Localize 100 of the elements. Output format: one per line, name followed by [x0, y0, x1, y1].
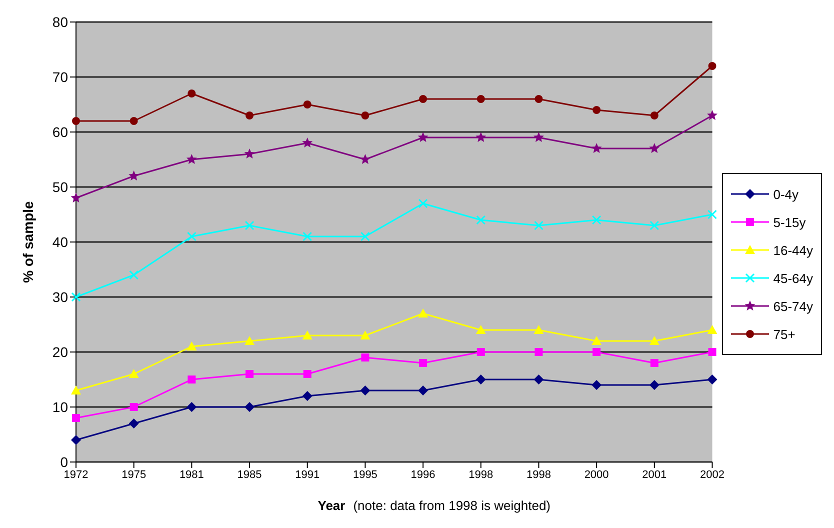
point — [476, 95, 485, 103]
point — [649, 380, 660, 390]
point — [708, 348, 716, 356]
point — [360, 154, 370, 164]
y-axis-title: % of sample — [20, 200, 36, 283]
point — [128, 418, 139, 428]
y-tick-label: 60 — [52, 124, 68, 140]
legend-label: 16-44y — [773, 242, 813, 258]
point — [186, 402, 197, 412]
y-tick-label: 20 — [52, 344, 68, 360]
x-tick-label: 1998 — [468, 468, 494, 481]
y-tick-label: 80 — [52, 14, 68, 30]
point — [130, 403, 138, 411]
point — [592, 215, 602, 225]
point — [707, 325, 718, 334]
point — [186, 154, 197, 164]
point — [476, 215, 486, 225]
point — [650, 359, 658, 367]
x-tick-label: 2002 — [700, 468, 724, 481]
point — [128, 170, 140, 180]
point — [246, 370, 254, 378]
legend-label: 65-74y — [773, 298, 813, 314]
point — [534, 220, 544, 230]
point — [360, 330, 370, 340]
point — [650, 112, 658, 120]
point — [418, 132, 428, 142]
point — [707, 110, 718, 120]
point — [244, 148, 255, 158]
x-tick-label: 1998 — [526, 468, 551, 481]
point — [128, 369, 139, 378]
x-tick-label: 1975 — [122, 468, 146, 481]
point — [72, 414, 80, 422]
point — [592, 106, 601, 114]
point — [303, 370, 312, 378]
point — [302, 391, 312, 401]
point — [418, 386, 428, 396]
legend-label: 45-64y — [773, 270, 813, 286]
point — [476, 374, 486, 384]
y-tick-label: 40 — [52, 234, 68, 250]
x-tick-label: 2000 — [584, 468, 609, 481]
point — [244, 220, 254, 230]
x-tick-label: 2001 — [642, 468, 667, 481]
point — [592, 348, 601, 356]
point — [186, 342, 197, 350]
point — [649, 336, 660, 345]
x-tick-label: 1972 — [64, 468, 88, 481]
point — [188, 90, 196, 98]
point — [707, 374, 718, 384]
point — [361, 354, 370, 362]
point — [71, 435, 81, 445]
point — [418, 308, 428, 318]
point — [418, 198, 428, 208]
point — [534, 348, 543, 356]
x-tick-label: 1981 — [179, 468, 204, 481]
point — [246, 112, 254, 120]
point — [360, 386, 370, 396]
x-tick-label: 1985 — [237, 468, 262, 481]
point — [533, 132, 544, 142]
point — [650, 220, 660, 230]
point — [72, 117, 80, 125]
point — [71, 386, 81, 394]
point — [534, 95, 543, 103]
point — [649, 143, 660, 153]
point — [130, 117, 138, 125]
point — [302, 232, 312, 242]
x-tick-label: 1991 — [295, 468, 320, 481]
point — [360, 232, 370, 242]
text: (note: data from 1998 is weighted) — [353, 498, 551, 513]
y-tick-label: 30 — [52, 288, 68, 305]
x-tick-label: 1995 — [352, 468, 378, 481]
point — [244, 402, 255, 412]
point — [592, 380, 602, 390]
point — [476, 348, 485, 356]
legend-label: 75+ — [773, 326, 796, 342]
point — [188, 376, 196, 384]
point — [244, 336, 255, 345]
point — [592, 336, 602, 345]
point — [708, 62, 716, 70]
legend-label: 0-4y — [773, 186, 799, 202]
point — [419, 359, 428, 367]
point — [534, 374, 544, 384]
y-tick-label: 0 — [60, 454, 68, 470]
y-tick-label: 10 — [52, 398, 68, 415]
point — [302, 138, 313, 148]
x-tick-label: 1996 — [410, 468, 436, 481]
point — [303, 100, 312, 108]
point — [70, 192, 82, 202]
x-axis-title: Year — [318, 498, 346, 513]
point — [186, 232, 196, 242]
point — [302, 330, 312, 340]
y-tick-label: 50 — [52, 178, 68, 195]
point — [419, 95, 428, 103]
point — [361, 112, 370, 120]
point — [708, 210, 717, 220]
point — [591, 143, 602, 153]
legend-label: 5-15y — [773, 214, 806, 230]
point — [476, 325, 486, 334]
y-tick-label: 70 — [52, 68, 68, 85]
point — [129, 270, 139, 280]
point — [476, 132, 486, 142]
